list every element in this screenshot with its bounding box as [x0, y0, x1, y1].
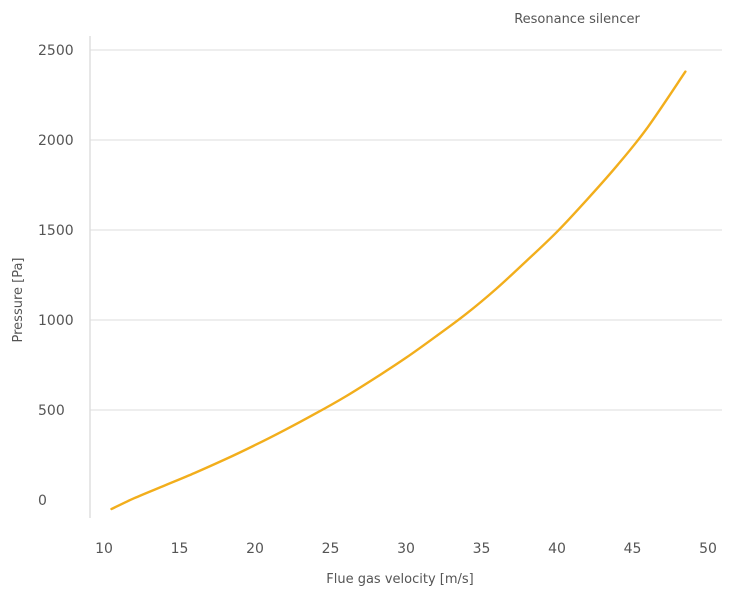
y-axis-title: Pressure [Pa]	[11, 257, 26, 342]
gridlines	[90, 49, 722, 411]
x-tick-label: 15	[171, 541, 189, 557]
x-tick-labels: 10 15 20 25 30 35 40 45 50	[95, 541, 717, 557]
x-tick-label: 30	[397, 541, 415, 557]
x-tick-label: 10	[95, 541, 113, 557]
x-tick-label: 20	[246, 541, 264, 557]
series-line-resonance-silencer	[110, 70, 687, 511]
y-tick-label: 2500	[38, 43, 74, 59]
x-tick-label: 45	[624, 541, 642, 557]
x-tick-label: 50	[699, 541, 717, 557]
x-tick-label: 40	[548, 541, 566, 557]
series-lines	[110, 70, 687, 511]
y-tick-label: 1000	[38, 313, 74, 329]
y-tick-label: 0	[38, 493, 47, 509]
legend-series-name: Resonance silencer	[514, 12, 640, 27]
y-tick-label: 2000	[38, 133, 74, 149]
y-tick-label: 500	[38, 403, 65, 419]
x-tick-label: 25	[322, 541, 340, 557]
x-axis-title: Flue gas velocity [m/s]	[326, 572, 473, 587]
y-tick-labels: 0 500 1000 1500 2000 2500	[38, 43, 74, 509]
x-tick-label: 35	[473, 541, 491, 557]
y-tick-label: 1500	[38, 223, 74, 239]
